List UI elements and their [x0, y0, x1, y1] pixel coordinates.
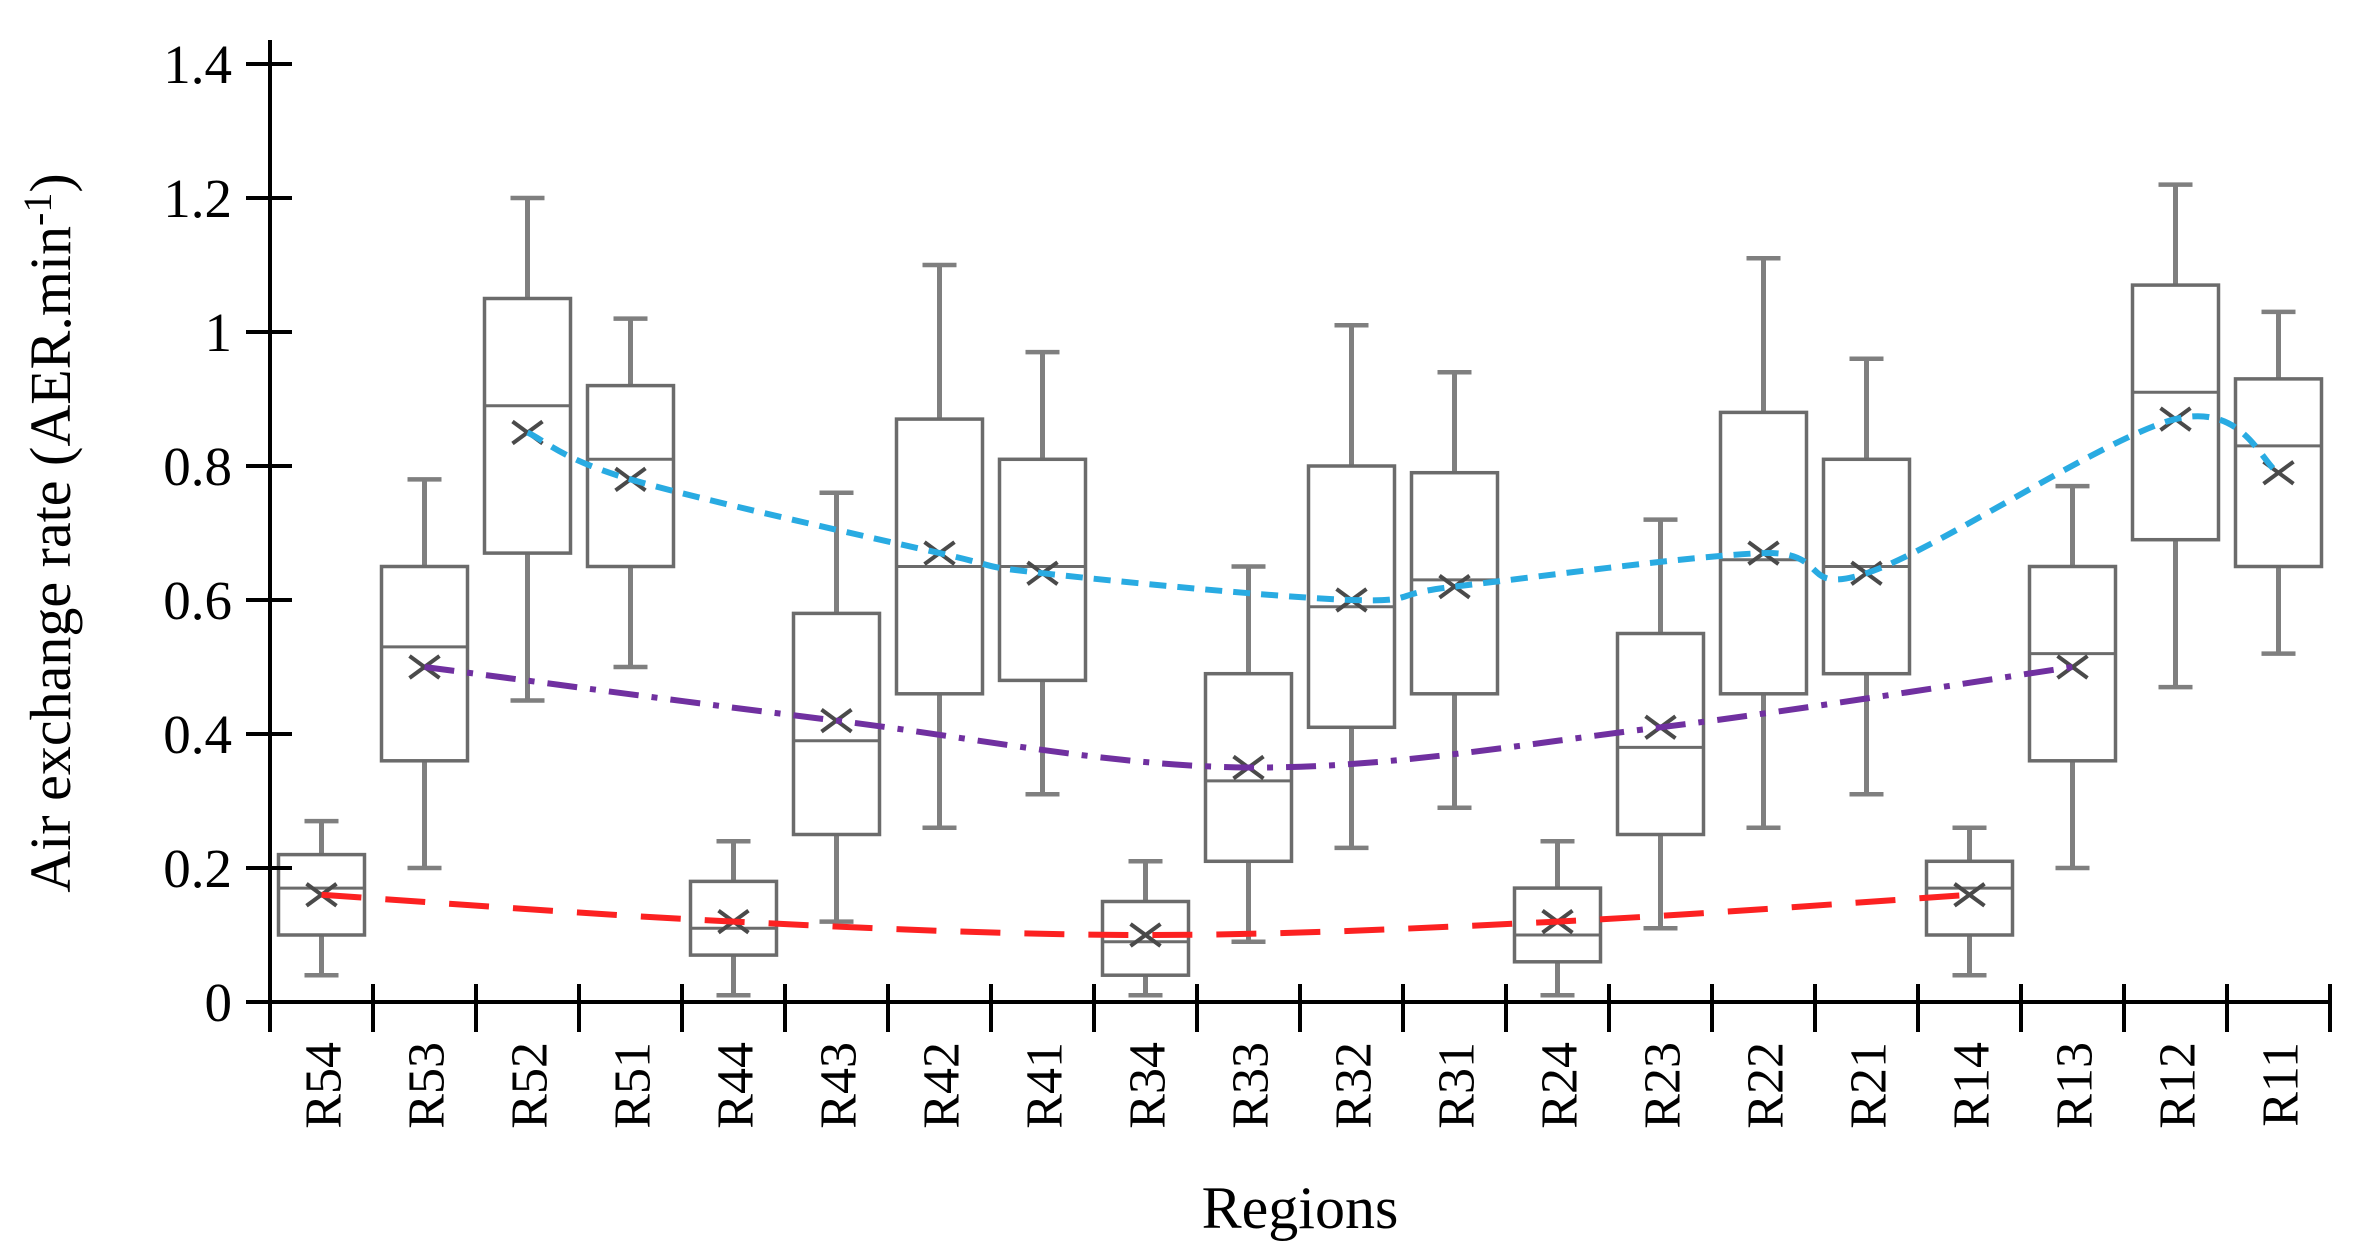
- x-category-label: R54: [296, 1042, 353, 1129]
- iqr-box: [1512, 886, 1603, 964]
- axes: 0 0.2 0.4 0.6 0.8 1 1.2 1.4 R54 R53 R52 R51 R44 R43 R4…: [15, 34, 2332, 1241]
- y-axis-title: Air exchange rate (AER.min-1): [15, 173, 83, 892]
- mean-x-marker: [1438, 573, 1471, 600]
- iqr-box: [379, 564, 470, 763]
- x-category-label: R23: [1635, 1042, 1692, 1129]
- x-ticks: [268, 984, 2332, 1032]
- x-category-label: R34: [1120, 1042, 1177, 1129]
- y-tick-label: 0.2: [163, 838, 232, 899]
- x-category-label: R32: [1326, 1042, 1383, 1129]
- trend-line-room-3-series-mean-trend: [424, 664, 2073, 771]
- x-category-label: R33: [1223, 1042, 1280, 1129]
- iqr-box: [2130, 283, 2221, 542]
- box-plots: [276, 182, 2324, 998]
- iqr-box: [1615, 631, 1706, 837]
- x-category-label: R14: [1944, 1042, 2001, 1129]
- x-category-label: R13: [2047, 1042, 2104, 1129]
- iqr-box: [585, 383, 676, 569]
- x-category-label: R12: [2150, 1042, 2207, 1129]
- trend-lines: [321, 413, 2281, 939]
- x-category-label: R53: [399, 1042, 456, 1129]
- y-tick-label: 0.8: [163, 436, 232, 497]
- trend-line-floors-1-2-3-rooms-mean-trend: [526, 413, 2281, 604]
- iqr-box: [1100, 899, 1191, 977]
- x-category-label: R52: [502, 1042, 559, 1129]
- x-category-label: R41: [1017, 1042, 1074, 1129]
- box-plot-R52: [482, 195, 573, 703]
- box-plot-R13: [2027, 483, 2118, 871]
- x-category-label: R44: [708, 1042, 765, 1129]
- trend-line-room-4-series-mean-trend: [321, 891, 1970, 939]
- x-category-label: R42: [914, 1042, 971, 1129]
- mean-x-marker: [1129, 922, 1162, 948]
- y-tick-label: 1.2: [163, 168, 232, 229]
- box-plot-R23: [1615, 517, 1706, 931]
- y-tick-label: 0: [205, 972, 233, 1033]
- x-category-label: R22: [1738, 1042, 1795, 1129]
- box-plot-R24: [1512, 838, 1603, 998]
- y-tick-label: 1: [205, 302, 233, 363]
- iqr-box: [688, 879, 779, 957]
- iqr-box: [2027, 564, 2118, 763]
- iqr-box: [482, 296, 573, 555]
- mean-x-stroke-2: [1129, 922, 1162, 948]
- mean-x-marker: [2056, 654, 2089, 680]
- y-tick-label: 1.4: [163, 34, 232, 95]
- y-tick-label: 0.6: [163, 570, 232, 631]
- mean-x-stroke-2: [1438, 573, 1471, 600]
- box-plot-R42: [894, 262, 985, 831]
- x-category-label: R51: [605, 1042, 662, 1129]
- mean-x-marker: [1953, 882, 1986, 908]
- box-plot-R53: [379, 477, 470, 871]
- y-ticks: 0 0.2 0.4 0.6 0.8 1 1.2 1.4: [163, 34, 292, 1033]
- x-category-labels: R54 R53 R52 R51 R44 R43 R42 R41 R34 R33 R32 R31 R24 R…: [296, 1042, 2310, 1129]
- box-plot-R11: [2233, 309, 2324, 656]
- iqr-box: [1409, 470, 1500, 696]
- x-category-label: R11: [2253, 1042, 2310, 1127]
- mean-x-stroke-2: [2056, 654, 2089, 680]
- box-plot-R31: [1409, 369, 1500, 810]
- mean-x-stroke-2: [1953, 882, 1986, 908]
- iqr-box: [894, 417, 985, 696]
- x-category-label: R21: [1841, 1042, 1898, 1129]
- box-plot-R21: [1821, 356, 1912, 797]
- x-category-label: R24: [1532, 1042, 1589, 1129]
- x-axis-title: Regions: [1202, 1175, 1399, 1241]
- mean-x-stroke-2: [2262, 460, 2295, 486]
- box-plot-R34: [1100, 859, 1191, 998]
- x-category-label: R31: [1429, 1042, 1486, 1129]
- x-category-label: R43: [811, 1042, 868, 1129]
- y-tick-label: 0.4: [163, 704, 232, 765]
